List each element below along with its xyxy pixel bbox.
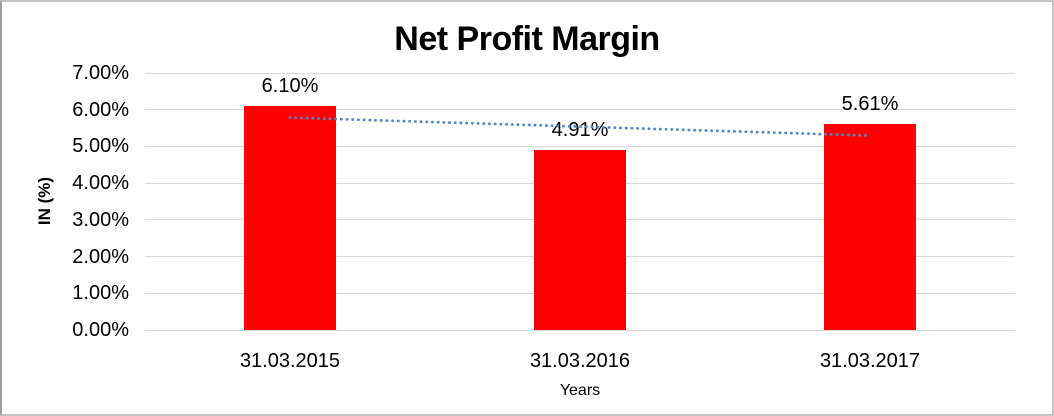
x-axis-title: Years [559,382,601,399]
bar-31.03.2015 [244,106,336,330]
y-axis-tick-label: 5.00% [72,135,129,158]
y-axis-tick-label: 3.00% [72,208,129,231]
y-axis-tick-label: 7.00% [72,62,129,84]
bar-31.03.2017 [824,124,916,330]
gridline [145,72,1015,74]
bar-31.03.2016 [534,149,626,330]
y-axis-tick-label: 4.00% [72,172,129,195]
gridline [145,145,1015,147]
x-axis-tick-label: 31.03.2016 [529,350,631,372]
chart-title: Net Profit Margin [394,20,660,58]
gridline [145,109,1015,111]
x-axis-tick-label: 31.03.2017 [819,350,921,372]
x-axis-tick-label: 31.03.2015 [239,350,341,372]
data-label: 5.61% [841,93,899,116]
y-axis-tick-label: 2.00% [72,245,129,268]
y-axis-tick-label: 1.00% [72,282,129,305]
y-axis-tick-label: 0.00% [72,319,129,341]
data-label: 6.10% [261,75,319,98]
data-label: 4.91% [551,118,609,141]
y-axis-tick-label: 6.00% [72,98,129,121]
y-axis-title: IN (%) [35,176,54,226]
gridline [145,329,1015,331]
